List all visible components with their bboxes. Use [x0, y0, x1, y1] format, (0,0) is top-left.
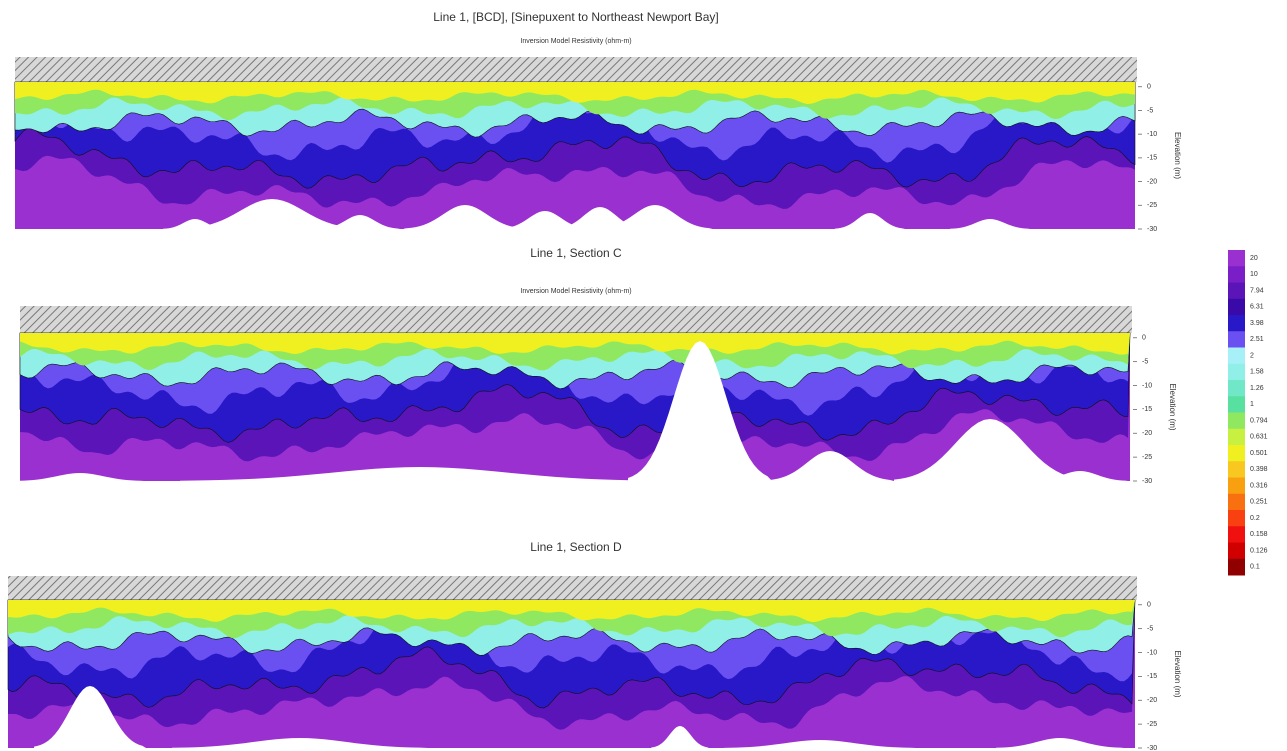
y-tick-label: -10: [1142, 382, 1152, 389]
no-data-area: [628, 341, 772, 481]
colorbar-label: 20: [1250, 255, 1258, 262]
no-data-area: [996, 738, 1124, 748]
colorbar-label: 7.94: [1250, 287, 1264, 294]
colorbar-label: 0.316: [1250, 482, 1268, 489]
colorbar-segment: [1228, 510, 1245, 527]
y-axis-label: Elevation (m): [1173, 650, 1182, 697]
no-data-area: [163, 219, 227, 229]
panel-subtitle: Inversion Model Resistivity (ohm-m): [520, 38, 631, 45]
no-data-area: [184, 199, 360, 229]
colorbar-segment: [1228, 493, 1245, 511]
electrode-strip: [20, 306, 1132, 333]
no-data-area: [1032, 471, 1128, 481]
y-tick-label: -20: [1142, 430, 1152, 437]
colorbar-label: 3.98: [1250, 320, 1264, 327]
no-data-area: [404, 205, 526, 229]
colorbar-segment: [1228, 298, 1245, 316]
y-tick-label: -5: [1147, 625, 1153, 632]
panel-title: Line 1, Section C: [530, 246, 622, 260]
colorbar-segment: [1228, 266, 1245, 283]
y-axis-label: Elevation (m): [1173, 132, 1182, 179]
no-data-area: [651, 726, 709, 748]
no-data-area: [180, 467, 660, 481]
colorbar-label: 0.251: [1250, 499, 1268, 506]
colorbar-label: 10: [1250, 271, 1258, 278]
colorbar-label: 6.31: [1250, 304, 1264, 311]
y-tick-label: -5: [1142, 358, 1148, 365]
y-tick-label: -10: [1147, 131, 1157, 138]
colorbar-segment: [1228, 542, 1245, 560]
colorbar-segment: [1228, 477, 1245, 495]
colorbar-segment: [1228, 380, 1245, 397]
colorbar-segment: [1228, 250, 1245, 267]
y-tick-label: -25: [1142, 454, 1152, 461]
y-tick-label: -15: [1142, 406, 1152, 413]
colorbar-label: 0.1: [1250, 564, 1260, 571]
colorbar-label: 1.26: [1250, 385, 1264, 392]
no-data-area: [834, 213, 906, 229]
panel-title: Line 1, [BCD], [Sinepuxent to Northeast …: [433, 10, 718, 24]
colorbar-segment: [1228, 428, 1245, 446]
panel-subtitle: Inversion Model Resistivity (ohm-m): [520, 288, 631, 295]
colorbar-segment: [1228, 363, 1245, 381]
no-data-area: [172, 738, 428, 748]
electrode-strip: [15, 57, 1137, 82]
colorbar-label: 2: [1250, 352, 1254, 359]
y-tick-label: -25: [1147, 721, 1157, 728]
no-data-area: [34, 686, 146, 748]
no-data-area: [320, 215, 400, 229]
colorbar-label: 1.58: [1250, 369, 1264, 376]
colorbar-segment: [1228, 558, 1245, 576]
y-tick-label: -20: [1147, 697, 1157, 704]
colorbar-segment: [1228, 461, 1245, 478]
colorbar-segment: [1228, 526, 1245, 543]
panel-title: Line 1, Section D: [530, 540, 622, 554]
colorbar-segment: [1228, 331, 1245, 348]
no-data-area: [894, 419, 1086, 481]
colorbar-label: 0.631: [1250, 434, 1268, 441]
resistivity-band: [8, 600, 1135, 622]
y-tick-label: -25: [1147, 202, 1157, 209]
colorbar-label: 2.51: [1250, 336, 1264, 343]
colorbar-segment: [1228, 412, 1245, 430]
no-data-area: [16, 473, 144, 481]
resistivity-band: [15, 82, 1135, 104]
y-tick-label: -15: [1147, 155, 1157, 162]
colorbar-label: 0.501: [1250, 450, 1268, 457]
colorbar-segment: [1228, 396, 1245, 413]
electrode-strip: [8, 576, 1137, 600]
y-tick-label: 0: [1142, 335, 1146, 342]
y-tick-label: -20: [1147, 178, 1157, 185]
y-tick-label: -30: [1147, 745, 1157, 751]
y-tick-label: -10: [1147, 649, 1157, 656]
no-data-area: [500, 211, 590, 229]
no-data-area: [950, 219, 1030, 229]
y-tick-label: 0: [1147, 84, 1151, 91]
y-tick-label: -5: [1147, 107, 1153, 114]
y-tick-label: 0: [1147, 602, 1151, 609]
resistivity-band: [20, 333, 1130, 355]
colorbar-segment: [1228, 315, 1245, 332]
y-tick-label: -30: [1147, 226, 1157, 233]
colorbar-segment: [1228, 347, 1245, 365]
colorbar-label: 0.398: [1250, 466, 1268, 473]
colorbar-label: 0.126: [1250, 547, 1268, 554]
no-data-area: [597, 205, 713, 229]
y-tick-label: -15: [1147, 673, 1157, 680]
no-data-area: [724, 740, 916, 748]
no-data-area: [766, 451, 894, 481]
y-tick-label: -30: [1142, 478, 1152, 485]
colorbar-label: 0.2: [1250, 515, 1260, 522]
colorbar-label: 0.158: [1250, 531, 1268, 538]
colorbar-label: 0.794: [1250, 417, 1268, 424]
colorbar-segment: [1228, 282, 1245, 300]
colorbar-label: 1: [1250, 401, 1254, 408]
colorbar-segment: [1228, 445, 1245, 462]
y-axis-label: Elevation (m): [1168, 383, 1177, 430]
